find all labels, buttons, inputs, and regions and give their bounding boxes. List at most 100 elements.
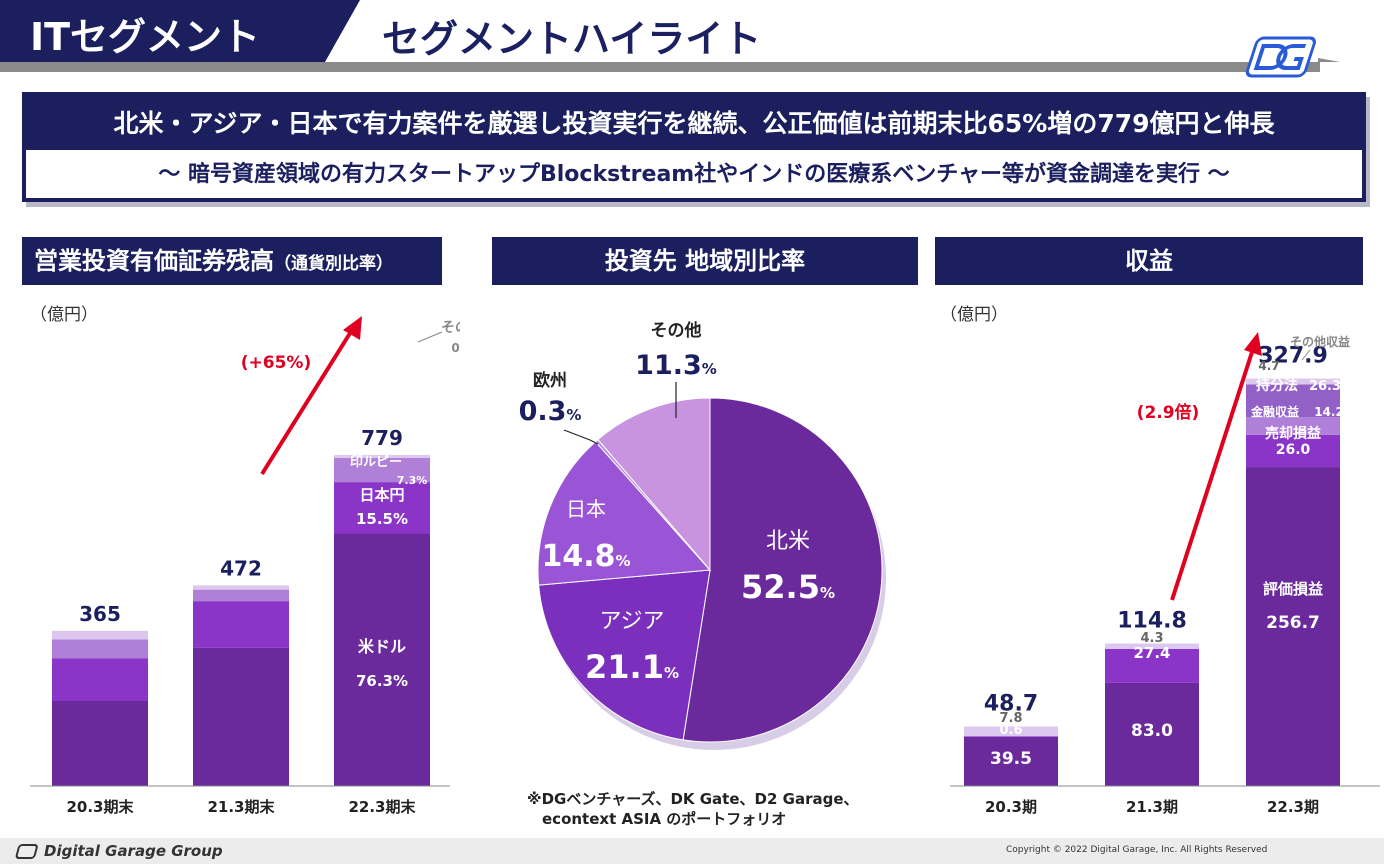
growth-arrow-line — [1170, 351, 1254, 601]
pie-slice-value: 21.1% — [585, 648, 679, 686]
segment-value-label: 39.5 — [990, 749, 1032, 769]
bar-segment — [193, 601, 289, 648]
panel-header-securities: 営業投資有価証券残高（通貨別比率） — [22, 237, 442, 285]
pie-slice-unit: % — [566, 406, 581, 424]
segment-pct-jpy: 15.5% — [356, 510, 408, 528]
revenue-bar-chart: 48.7 20.3期 114.8 21.3期 327.9 22.3期 39.5 0.67.8 8… — [950, 332, 1380, 816]
pie-slice-value: 11.3% — [635, 350, 717, 381]
segment-value-label: 27.4 — [1133, 644, 1170, 662]
segment-label: ITセグメント — [30, 15, 261, 59]
growth-annotation: (+65%) — [241, 353, 311, 373]
bar-segment — [334, 482, 430, 534]
pie-slice — [538, 569, 711, 741]
other-leader-line — [1301, 349, 1311, 361]
headline-sub: ～ 暗号資産領域の有力スタートアップBlockstream社やインドの医療系ベン… — [158, 162, 1230, 187]
bar-total-label: 779 — [361, 426, 403, 450]
segment-pct-inr: 7.3% — [397, 474, 428, 487]
segment-value-label: 4.7 — [1258, 359, 1279, 373]
right-unit-label: （億円） — [940, 305, 1008, 325]
segment-value-label: 26.0 — [1276, 442, 1311, 458]
bar-segment — [193, 589, 289, 602]
category-label: 22.3期 — [1267, 798, 1319, 816]
panel-title-securities: 営業投資有価証券残高 — [34, 247, 274, 275]
bar-segment — [1105, 648, 1199, 683]
segment-name-other: その他収益 — [1290, 334, 1350, 349]
bar-segment — [52, 630, 148, 640]
bar-segment — [964, 726, 1058, 737]
segment-value-label: 14.2 — [1314, 405, 1344, 419]
panel-header-region: 投資先 地域別比率 — [492, 237, 918, 285]
bar-total-label: 48.7 — [984, 691, 1038, 716]
left-unit-label: （億円） — [30, 305, 98, 325]
pie-slice — [537, 440, 712, 586]
footnote-line1: ※DGベンチャーズ、DK Gate、D2 Garage、 — [527, 790, 859, 808]
footnote-line2: econtext ASIA のポートフォリオ — [542, 810, 787, 828]
pie-slice-unit: % — [616, 552, 631, 570]
page-title: セグメントハイライト — [382, 17, 762, 61]
pie-slice-value: 14.8% — [541, 539, 630, 574]
pie-slice — [597, 397, 711, 572]
bar-segment — [964, 736, 1058, 737]
bar-total-label: 365 — [79, 602, 121, 626]
segment-name-equity: 持分法 — [1256, 377, 1298, 394]
dg-logo-icon — [1245, 36, 1316, 78]
headline-main: 北米・アジア・日本で有力案件を厳選し投資実行を継続、公正価値は前期末比65%増の… — [113, 109, 1275, 138]
pie-slice-name: 北米 — [766, 529, 810, 554]
bar-segment — [1246, 384, 1340, 418]
bar-segment — [52, 639, 148, 659]
growth-arrow-head — [343, 316, 362, 340]
panel-title-note: （通貨別比率） — [274, 254, 393, 274]
bar-segment — [52, 701, 148, 786]
bar-segment — [1246, 417, 1340, 435]
bar-segment — [1246, 467, 1340, 786]
pie-slice-name: 日本 — [566, 497, 606, 521]
bar-segment — [334, 454, 430, 458]
bar-segment — [1246, 378, 1340, 385]
bar-segment — [1246, 434, 1340, 468]
segment-value-label: 83.0 — [1131, 721, 1173, 741]
panel-title-region: 投資先 地域別比率 — [604, 247, 806, 275]
pie-slice-value: 0.3% — [519, 396, 582, 427]
segment-name-jpy: 日本円 — [359, 486, 404, 504]
segment-pct-usd: 76.3% — [356, 672, 408, 690]
category-label: 21.3期 — [1126, 798, 1178, 816]
other-leader-line — [417, 331, 443, 343]
segment-value-label: 7.8 — [999, 711, 1022, 726]
bar-segment — [334, 533, 430, 786]
pie-slice-value: 52.5% — [741, 568, 835, 606]
segment-value-label: 4.3 — [1140, 631, 1163, 646]
segment-value-label: 26.3 — [1309, 379, 1341, 394]
segment-name-usd: 米ドル — [358, 637, 406, 656]
growth-arrow-line — [260, 328, 354, 476]
header-band — [0, 0, 1341, 62]
segment-name-other: その他 — [441, 319, 460, 336]
headline-sub-background — [26, 150, 1362, 198]
pie-slice-unit: % — [820, 584, 835, 602]
segment-value-label: 0.6 — [999, 723, 1022, 738]
segment-name-financial: 金融収益 — [1250, 404, 1299, 419]
pie-slice — [682, 397, 883, 743]
region-pie-chart: 北米 52.5% アジア 21.1% 日本 14.8% 欧州 0.3% その他 11.3% — [519, 320, 886, 750]
bar-segment — [193, 585, 289, 590]
category-label: 22.3期末 — [348, 798, 416, 816]
segment-value-label: 256.7 — [1266, 613, 1320, 633]
pie-slice-name: 欧州 — [533, 370, 567, 391]
category-label: 20.3期 — [985, 798, 1037, 816]
footer-bar — [0, 838, 1384, 864]
segment-name-inr: 印ルピー — [350, 455, 402, 470]
bar-total-label: 327.9 — [1258, 344, 1328, 369]
growth-arrow-head — [1244, 332, 1262, 356]
pie-slice-name: その他 — [651, 320, 702, 341]
footer-logo-text: Digital Garage Group — [44, 842, 223, 860]
panel-title-revenue: 収益 — [1125, 247, 1173, 275]
bar-segment — [193, 647, 289, 786]
footer-copyright: Copyright © 2022 Digital Garage, Inc. Al… — [1006, 845, 1268, 855]
growth-annotation: (2.9倍) — [1137, 402, 1200, 423]
panel-header-revenue: 収益 — [935, 237, 1363, 285]
bar-total-label: 114.8 — [1117, 608, 1187, 633]
header-arrow-icon — [1318, 58, 1341, 62]
bar-segment — [334, 457, 430, 483]
bar-segment — [1105, 682, 1199, 786]
pie-slice-unit: % — [702, 360, 717, 378]
bar-segment — [1105, 643, 1199, 649]
